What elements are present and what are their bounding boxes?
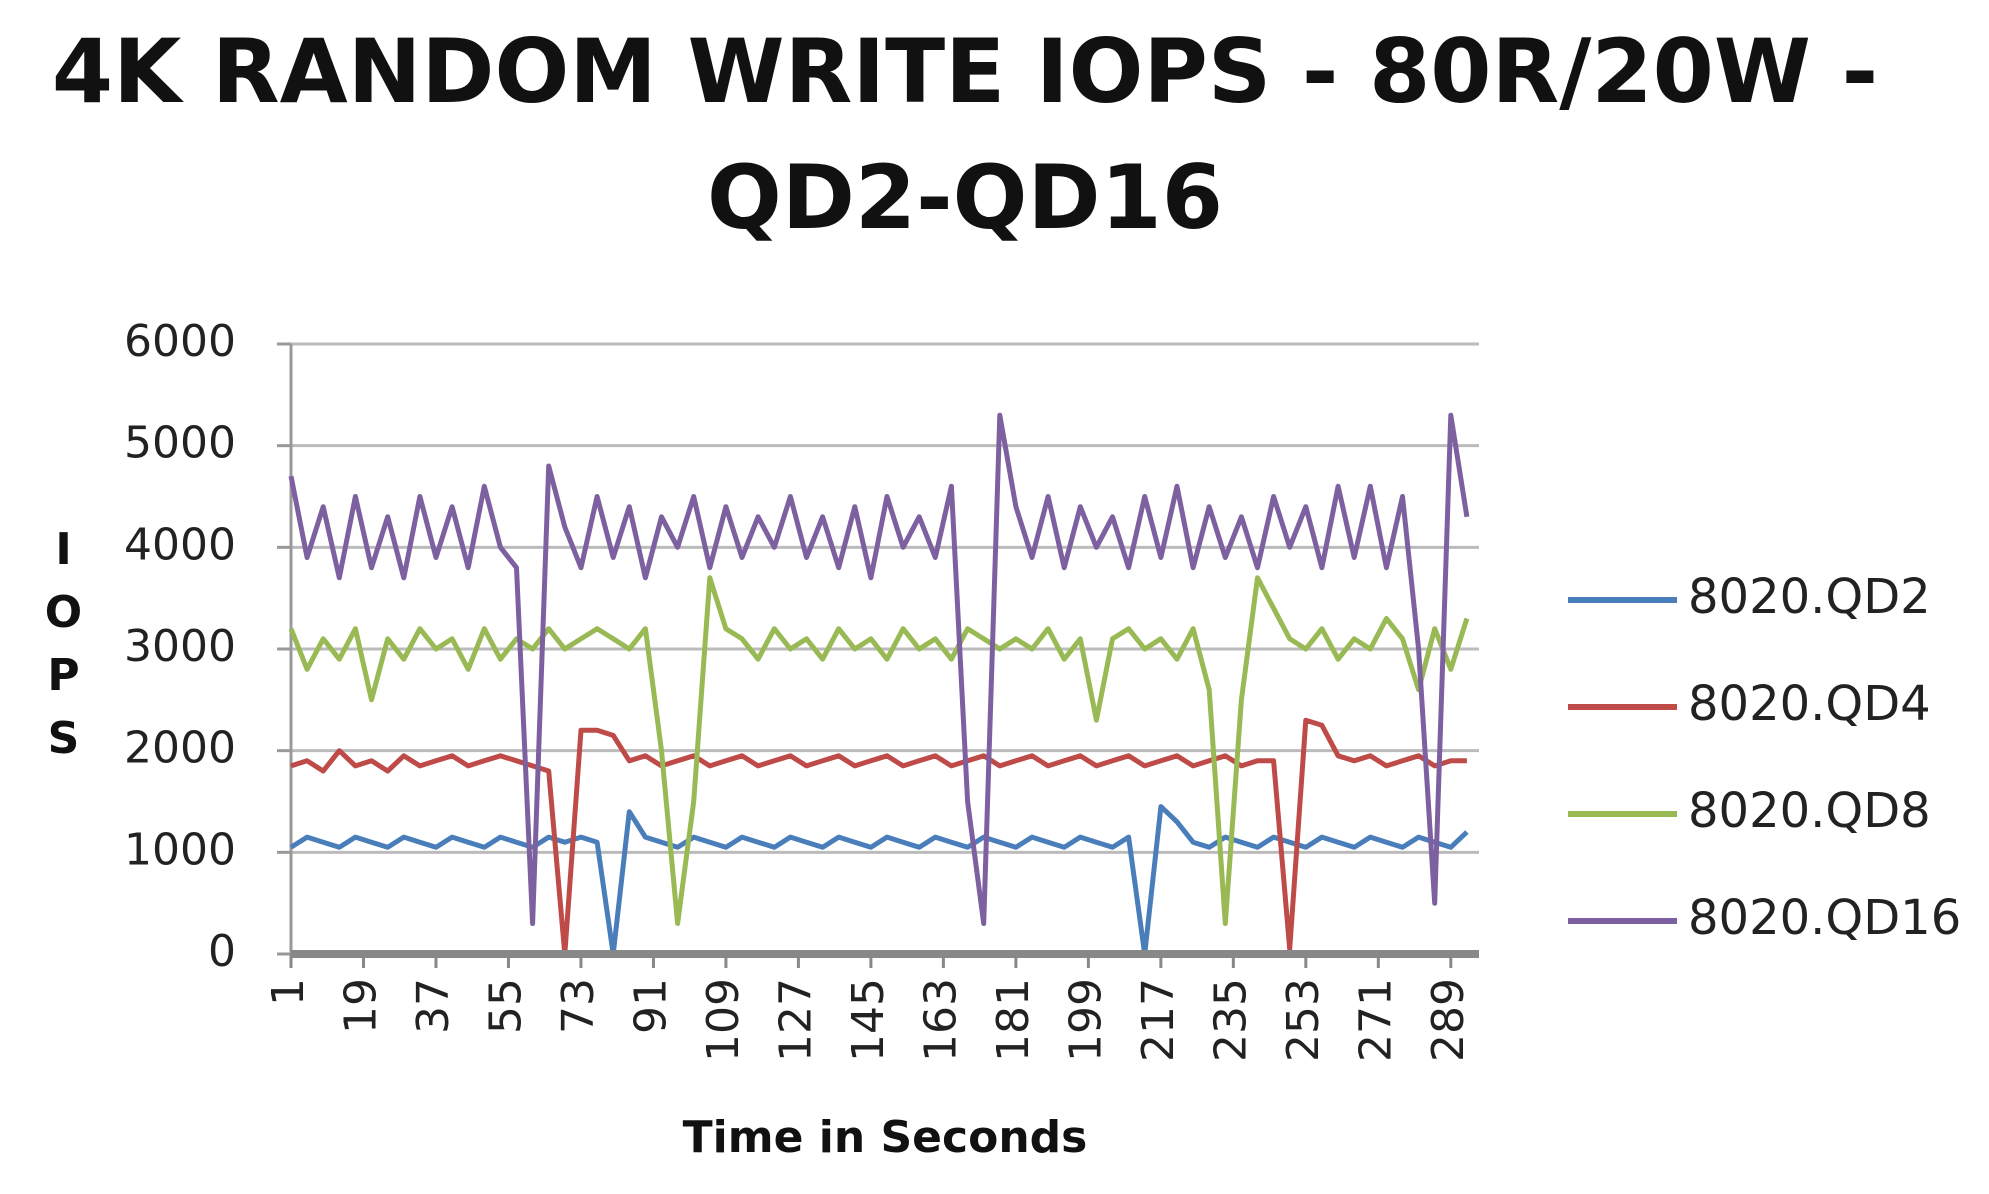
x-tick-label: 163: [915, 978, 966, 1062]
x-tick-label: 289: [1423, 978, 1474, 1062]
y-tick-label: 3000: [124, 621, 236, 672]
x-tick-label: 55: [480, 978, 531, 1034]
x-tick-label: 253: [1278, 978, 1329, 1062]
series-line: [288, 575, 1470, 926]
x-tick-label: 235: [1205, 978, 1256, 1062]
x-tick-label: 91: [625, 978, 676, 1034]
series-line: [289, 804, 1469, 957]
x-tick-label: 217: [1133, 978, 1184, 1062]
legend-label: 8020.QD16: [1688, 890, 1961, 946]
y-tick-label: 0: [208, 926, 236, 977]
x-tick-label: 199: [1060, 978, 1111, 1062]
legend-label: 8020.QD2: [1688, 569, 1931, 625]
x-tick-label: 37: [408, 978, 459, 1034]
x-axis-title: Time in Seconds: [683, 1112, 1088, 1163]
y-axis-title: IOPS: [38, 524, 89, 776]
x-tick-label: 109: [698, 978, 749, 1062]
x-tick-label: 73: [553, 978, 604, 1034]
chart-title: 4K RANDOM WRITE IOPS - 80R/20W -: [52, 20, 1878, 123]
x-tick-label: 145: [843, 978, 894, 1062]
series-line: [288, 412, 1470, 926]
x-tick-label: 1: [263, 978, 314, 1006]
series-line: [290, 717, 1467, 957]
y-tick-label: 1000: [124, 824, 236, 875]
y-tick-label: 2000: [124, 723, 236, 774]
legend-label: 8020.QD4: [1688, 676, 1931, 732]
y-tick-label: 6000: [124, 316, 236, 367]
x-tick-label: 271: [1350, 978, 1401, 1062]
chart-subtitle: QD2-QD16: [707, 146, 1223, 249]
y-tick-label: 4000: [124, 519, 236, 570]
x-tick-label: 181: [988, 978, 1039, 1062]
x-tick-label: 19: [335, 978, 386, 1034]
x-tick-label: 127: [770, 978, 821, 1062]
y-tick-label: 5000: [124, 418, 236, 469]
legend-label: 8020.QD8: [1688, 783, 1931, 839]
